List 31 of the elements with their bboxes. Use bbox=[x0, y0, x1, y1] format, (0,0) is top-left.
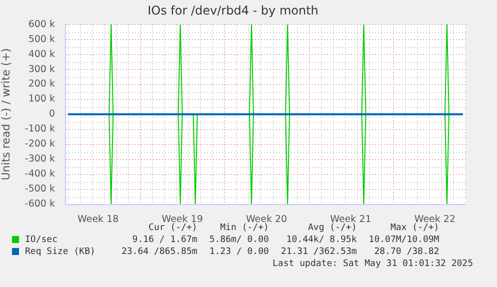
y-tick-label: 200 k bbox=[28, 78, 56, 90]
text: Cur (-/+) bbox=[148, 223, 198, 233]
text: 9.16 / 1.67m bbox=[131, 234, 198, 246]
y-tick-label: -500 k bbox=[24, 184, 56, 194]
legend-label: IO/sec bbox=[24, 234, 59, 246]
text: 5.86m/ 0.00 bbox=[208, 234, 269, 246]
y-tick-label: -100 k bbox=[24, 124, 56, 135]
y-axis-title: Units read (-) / write (+) bbox=[0, 48, 12, 180]
text: 10.44k/ 8.95k bbox=[285, 234, 357, 246]
x-tick-label: Week 18 bbox=[78, 214, 119, 226]
y-tick-label: 400 k bbox=[28, 48, 56, 60]
y-tick-label: -600 k bbox=[24, 198, 56, 210]
y-tick-label: 600 k bbox=[28, 18, 56, 30]
text: 10.07M/10.09M bbox=[368, 234, 440, 246]
text: Last update: Sat May 31 01:01:32 2025 bbox=[272, 259, 473, 269]
y-tick-label: 0 bbox=[48, 108, 55, 120]
text: 23.64 /865.85m bbox=[120, 246, 198, 258]
y-tick-label: -200 k bbox=[24, 138, 56, 150]
y-tick-label: -300 k bbox=[24, 154, 56, 165]
text: Avg (-/+) bbox=[308, 223, 357, 233]
y-tick-label: 500 k bbox=[28, 34, 56, 45]
chart-title: IOs for /dev/rbd4 - by month bbox=[148, 3, 318, 18]
y-tick-label: 100 k bbox=[28, 94, 56, 105]
text: Min (-/+) bbox=[220, 223, 269, 233]
y-tick-label: -400 k bbox=[24, 168, 56, 180]
legend-label: Req Size (KB) bbox=[24, 246, 96, 258]
y-tick-label: 300 k bbox=[28, 64, 56, 75]
text: Max (-/+) bbox=[390, 223, 440, 233]
text: 28.70 /38.82 bbox=[373, 246, 440, 258]
text: 21.31 /362.53m bbox=[280, 246, 357, 258]
text: 1.23 / 0.00 bbox=[208, 246, 269, 258]
